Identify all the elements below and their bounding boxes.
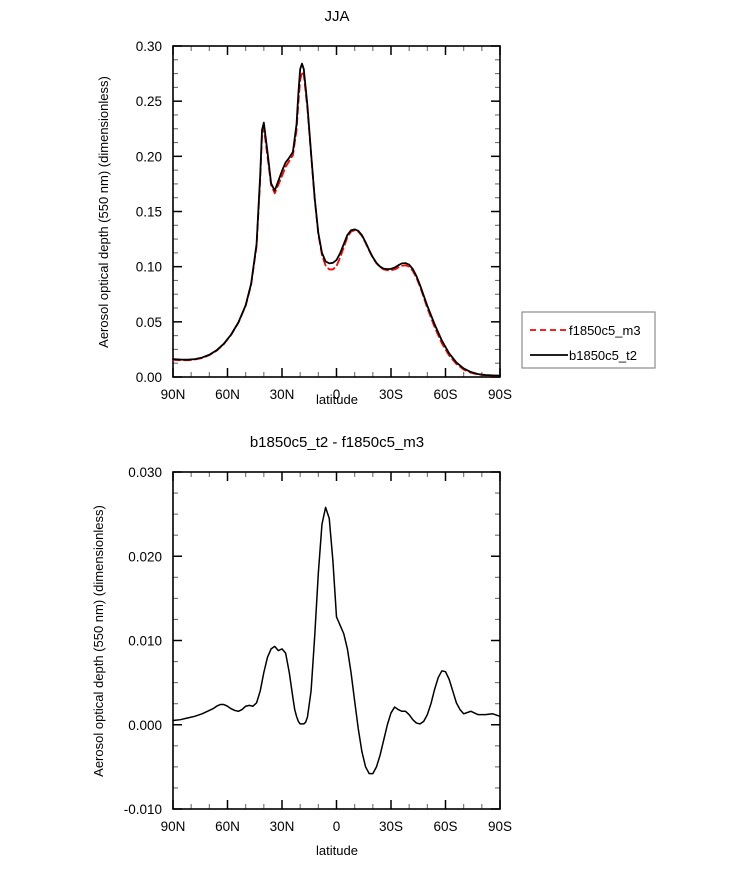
top-xtick-label: 60N (215, 387, 240, 402)
top-xtick-label: 90S (488, 387, 512, 402)
bottom-xtick-label: 60N (215, 819, 240, 834)
top-ytick-label: 0.05 (136, 315, 162, 330)
legend: f1850c5_m3 b1850c5_t2 (521, 311, 656, 369)
bottom-ytick-label: 0.010 (128, 634, 162, 649)
bottom-ytick-label: 0.030 (128, 465, 162, 480)
bottom-panel-series (172, 506, 501, 775)
bottom-panel-xaxis-label: latitude (316, 843, 358, 858)
bottom-ytick-label: 0.000 (128, 718, 162, 733)
top-ytick-label: 0.30 (136, 39, 162, 54)
bottom-xtick-label: 0 (333, 819, 341, 834)
top-ytick-label: 0.15 (136, 205, 162, 220)
legend-label-f1850c5_m3: f1850c5_m3 (569, 323, 641, 338)
legend-label-b1850c5_t2: b1850c5_t2 (569, 348, 637, 363)
bottom-xtick-label: 30S (379, 819, 403, 834)
top-panel-xaxis-label: latitude (316, 392, 358, 407)
bottom-xtick-label: 90S (488, 819, 512, 834)
top-ytick-label: 0.00 (136, 370, 162, 385)
top-xtick-label: 90N (161, 387, 186, 402)
bottom-xtick-label: 90N (161, 819, 186, 834)
bottom-xtick-label: 60S (433, 819, 457, 834)
top-ytick-label: 0.20 (136, 149, 162, 164)
top-xtick-label: 30S (379, 387, 403, 402)
bottom-panel-plot-frame (172, 471, 501, 810)
top-panel-title: JJA (324, 8, 349, 25)
top-panel: JJA latitude Aerosol optical depth (550 … (96, 8, 512, 407)
bottom-panel-yaxis-label: Aerosol optical depth (550 nm) (dimensio… (91, 505, 106, 777)
bottom-panel-tick-labels: 90N 60N 30N 0 30S 60S 90S -0.010 0.000 0.010 0.020… (124, 465, 512, 834)
top-panel-series (172, 62, 501, 377)
bottom-ytick-label: 0.020 (128, 549, 162, 564)
bottom-xtick-label: 30N (270, 819, 295, 834)
top-panel-yaxis-label: Aerosol optical depth (550 nm) (dimensio… (96, 76, 111, 348)
top-xtick-label: 60S (433, 387, 457, 402)
top-panel-plot-frame (172, 45, 501, 378)
top-ytick-label: 0.10 (136, 260, 162, 275)
legend-entry-f1850c5_m3: f1850c5_m3 (530, 323, 641, 338)
legend-frame (521, 311, 656, 369)
top-series-b1850c5_t2 (172, 62, 501, 377)
bottom-panel: b1850c5_t2 - f1850c5_m3 latitude Aerosol… (91, 434, 512, 858)
top-panel-tick-labels: 90N 60N 30N 0 30S 60S 90S 0.00 0.05 0.10 0.15 0.20 0… (136, 39, 512, 402)
top-xtick-label: 0 (333, 387, 341, 402)
bottom-panel-title: b1850c5_t2 - f1850c5_m3 (250, 434, 424, 451)
bottom-ytick-label: -0.010 (124, 802, 162, 817)
top-ytick-label: 0.25 (136, 94, 162, 109)
bottom-series-b1850c5_t2-f1850c5_m3 (172, 506, 501, 775)
legend-entry-b1850c5_t2: b1850c5_t2 (530, 348, 637, 363)
top-xtick-label: 30N (270, 387, 295, 402)
